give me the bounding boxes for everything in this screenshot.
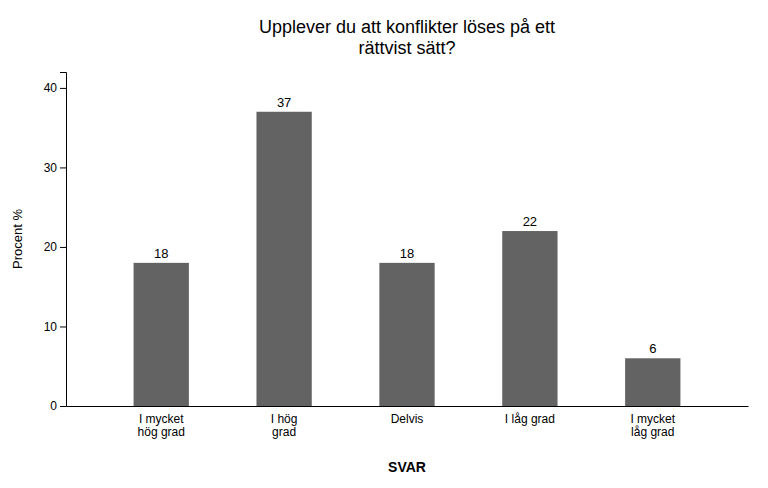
title: Upplever du att konflikter löses på ettr… <box>259 17 555 59</box>
axis-line <box>67 406 749 407</box>
tick-label: 0 <box>50 399 57 413</box>
data-label: 6 <box>649 341 656 356</box>
bar <box>379 263 434 406</box>
tick: I mycketlåg grad <box>630 412 675 440</box>
tick: 40 <box>44 81 66 95</box>
plot: 0 10 20 30 40 I myckethög grad I höggrad Delvis… <box>10 73 749 476</box>
tick: I låg grad <box>505 412 555 426</box>
tick-mark <box>60 167 66 168</box>
tick-mark <box>60 326 66 327</box>
x-axis: I myckethög grad I höggrad Delvis I låg gra… <box>67 407 749 440</box>
tick: 10 <box>44 320 66 334</box>
data-labels: 18 37 18 22 6 <box>154 95 656 357</box>
tick-mark <box>60 247 66 248</box>
tick: 30 <box>44 161 66 175</box>
bars <box>134 112 681 406</box>
bar <box>134 263 189 406</box>
tick-label: 20 <box>44 240 58 254</box>
x-axis-title: SVAR <box>388 459 426 475</box>
axis-line <box>60 73 67 407</box>
data-label: 22 <box>523 214 537 229</box>
bar <box>256 112 311 406</box>
data-label: 18 <box>400 246 414 261</box>
chart: 0 10 20 30 40 I myckethög grad I höggrad Delvis… <box>0 0 768 488</box>
tick-label: 30 <box>44 161 58 175</box>
tick: 20 <box>44 240 66 254</box>
tick-mark <box>60 88 66 89</box>
y-axis: 0 10 20 30 40 <box>44 73 67 414</box>
tick-label: Delvis <box>391 412 424 426</box>
tick: Delvis <box>391 412 424 426</box>
tick-label: I låg grad <box>505 412 555 426</box>
data-label: 37 <box>277 95 291 110</box>
tick-label: I myckethög grad <box>138 412 185 440</box>
tick: I myckethög grad <box>138 412 185 440</box>
y-axis-title: Procent % <box>10 209 25 269</box>
bar <box>625 358 680 406</box>
tick: 0 <box>50 399 66 413</box>
bar <box>502 231 557 406</box>
tick-label: 10 <box>44 320 58 334</box>
tick-label: 40 <box>44 81 58 95</box>
tick-label: I höggrad <box>271 412 298 440</box>
tick-label: I mycketlåg grad <box>630 412 675 440</box>
tick: I höggrad <box>271 412 298 440</box>
tick-mark <box>60 406 66 407</box>
data-label: 18 <box>154 246 168 261</box>
